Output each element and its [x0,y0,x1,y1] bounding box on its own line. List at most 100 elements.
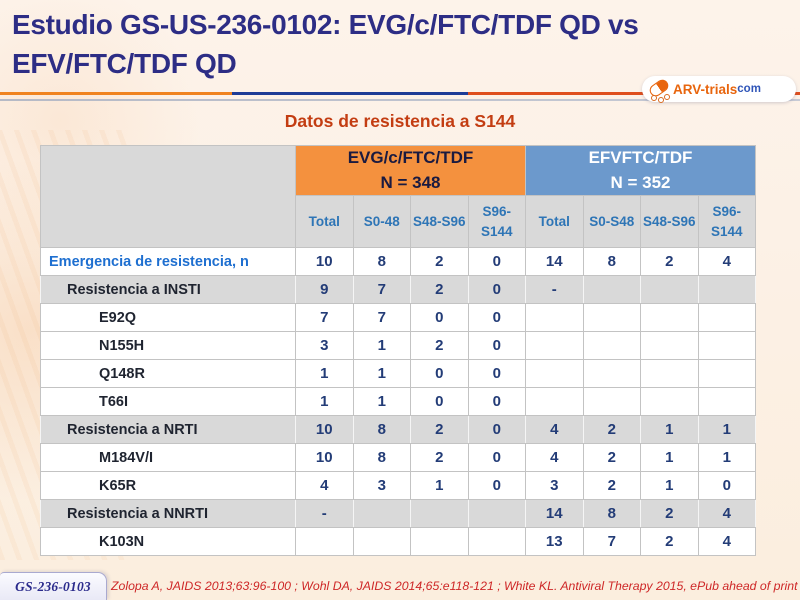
data-cell: 10 [295,247,354,277]
data-cell [697,331,757,361]
slide-title-line2: EFV/FTC/TDF QD [12,47,237,79]
data-cell: 7 [352,275,411,305]
data-cell [697,359,757,389]
divider-orange-segment [0,92,232,95]
data-cell [582,275,641,305]
data-cell [525,303,584,333]
data-cell: 8 [582,247,641,277]
data-cell: 14 [525,499,584,529]
pill-capsule-icon [647,77,671,103]
data-cell: 2 [640,247,699,277]
data-cell: 8 [352,415,411,445]
evg-group-name: EVG/c/FTC/TDF [347,148,474,167]
data-cell [525,331,584,361]
table-row: T66I 1 1 0 0 [40,387,757,417]
data-cell [467,499,526,529]
data-cell: 2 [410,443,469,473]
data-cell [410,527,469,557]
data-cell: 1 [697,443,757,473]
data-cell [352,527,411,557]
data-cell: 1 [410,471,469,501]
data-cell: 4 [697,527,757,557]
row-label: Emergencia de resistencia, n [40,247,296,277]
title-divider-silver [0,99,800,101]
table-body: Emergencia de resistencia, n 10 8 2 0 14 8 2 4 Re… [40,247,757,557]
efv-group-n: N = 352 [610,172,671,192]
data-cell [582,331,641,361]
data-cell [640,303,699,333]
corner-cell [40,144,296,249]
data-cell: 9 [295,275,354,305]
data-cell: 14 [525,247,584,277]
table-row: E92Q 7 7 0 0 [40,303,757,333]
data-cell: - [525,275,584,305]
data-cell [582,387,641,417]
title-divider [0,92,800,95]
data-cell: 1 [640,471,699,501]
data-cell: 4 [697,247,757,277]
table-row: Resistencia a NNRTI - 14 8 2 4 [40,499,757,529]
data-cell [525,359,584,389]
table-row: M184V/I 10 8 2 0 4 2 1 1 [40,443,757,473]
arv-trials-logo: ARV-trials com [642,76,796,103]
row-label: Resistencia a NRTI [40,415,296,445]
row-label: M184V/I [40,443,296,473]
data-cell [467,527,526,557]
table-row: Resistencia a NRTI 10 8 2 0 4 2 1 1 [40,415,757,445]
slide-subtitle: Datos de resistencia a S144 [284,111,516,131]
row-label: K103N [40,527,296,557]
data-cell [582,359,641,389]
data-cell [525,387,584,417]
subcolumn-header: Total [295,195,354,249]
data-cell: 1 [352,387,411,417]
data-cell: 0 [467,331,526,361]
data-cell: 8 [352,443,411,473]
data-cell [697,303,757,333]
data-cell: 7 [352,303,411,333]
data-cell: 2 [582,443,641,473]
resistance-table: EVG/c/FTC/TDF N = 348 EFVFTC/TDF N = 352… [40,144,757,557]
data-cell: 0 [467,247,526,277]
data-cell: - [295,499,354,529]
table-row: Emergencia de resistencia, n 10 8 2 0 14 8 2 4 [40,247,757,277]
data-cell: 1 [295,359,354,389]
subcolumn-header: S96-S144 [467,195,526,249]
data-cell [697,387,757,417]
row-label: E92Q [40,303,296,333]
data-cell: 13 [525,527,584,557]
row-label: T66I [40,387,296,417]
subcolumn-header: S48-S96 [640,195,699,249]
data-cell: 8 [582,499,641,529]
subcolumn-header: S96-S144 [697,195,757,249]
subcolumn-header: S48-S96 [410,195,469,249]
slide-title: Estudio GS-US-236-0102: EVG/c/FTC/TDF QD… [12,6,782,83]
data-cell [640,331,699,361]
data-cell [697,275,757,305]
data-cell: 0 [467,303,526,333]
data-cell: 4 [525,443,584,473]
data-cell: 1 [640,415,699,445]
table-row: Resistencia a INSTI 9 7 2 0- [40,275,757,305]
data-cell: 7 [582,527,641,557]
slide-title-line1: Estudio GS-US-236-0102: EVG/c/FTC/TDF QD… [12,9,639,40]
slide-code-badge: GS-236-0103 [0,572,107,600]
citation-text: Zolopa A, JAIDS 2013;63:96-100 ; Wohl DA… [111,579,798,593]
row-label: K65R [40,471,296,501]
data-cell: 2 [582,415,641,445]
divider-navy-segment [232,92,468,95]
data-cell: 2 [582,471,641,501]
subcolumn-header: Total [525,195,584,249]
efv-group-header: EFVFTC/TDF N = 352 [524,144,757,197]
row-label: Resistencia a NNRTI [40,499,296,529]
row-label: Resistencia a INSTI [40,275,296,305]
table-row: K65R 4 3 1 0 3 2 1 0 [40,471,757,501]
data-cell: 0 [697,471,757,501]
data-cell [640,359,699,389]
row-label: Q148R [40,359,296,389]
data-cell: 2 [410,415,469,445]
data-cell: 2 [410,247,469,277]
logo-brand-text: ARV-trials [673,81,738,97]
data-cell: 2 [640,499,699,529]
evg-group-n: N = 348 [380,172,441,192]
data-cell: 4 [295,471,354,501]
